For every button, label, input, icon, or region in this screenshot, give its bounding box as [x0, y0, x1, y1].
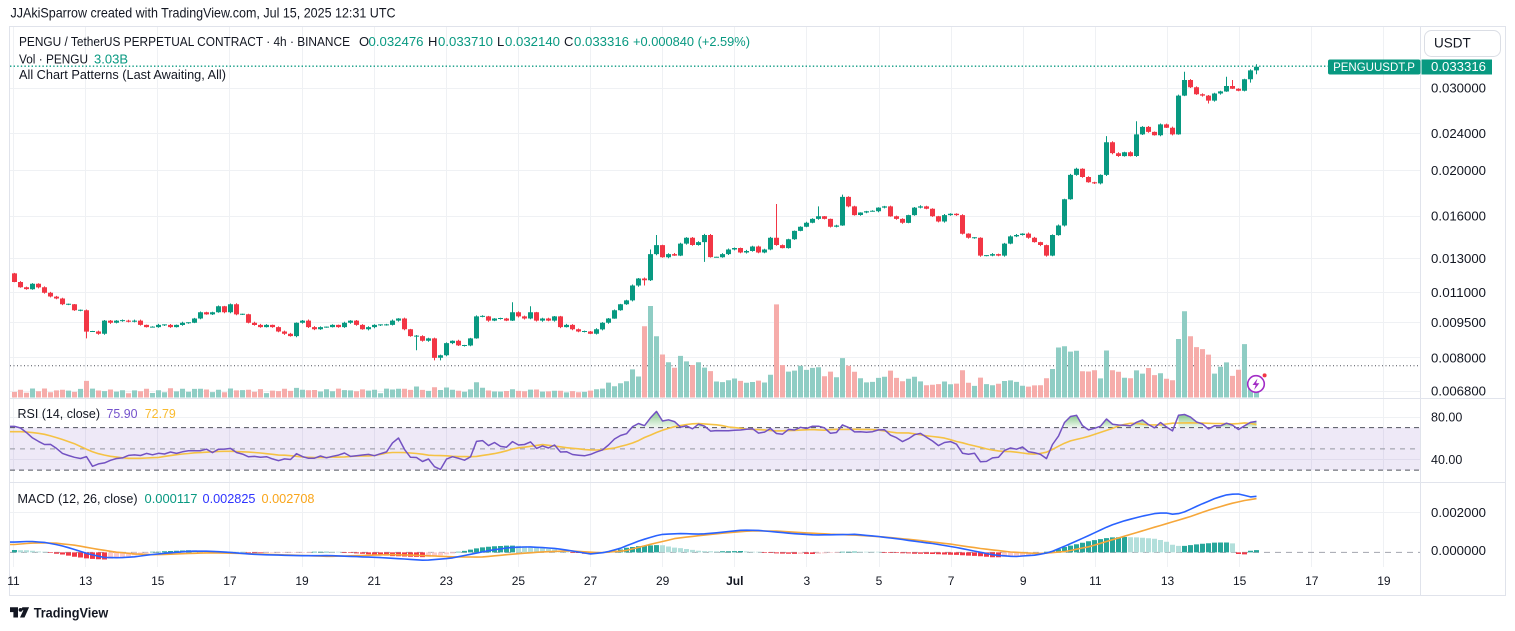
svg-text:29: 29	[656, 574, 670, 588]
svg-text:PENGU / TetherUS PERPETUAL CON: PENGU / TetherUS PERPETUAL CONTRACT · 4h…	[19, 34, 350, 49]
svg-text:0.032476: 0.032476	[369, 34, 424, 49]
svg-text:0.030000: 0.030000	[1431, 81, 1486, 95]
svg-text:0.016000: 0.016000	[1431, 210, 1486, 224]
svg-text:0.002825: 0.002825	[203, 492, 256, 506]
svg-text:0.008000: 0.008000	[1431, 351, 1486, 365]
svg-text:L: L	[497, 34, 504, 49]
svg-text:3.03B: 3.03B	[94, 53, 128, 67]
svg-text:72.79: 72.79	[145, 407, 176, 421]
svg-text:21: 21	[367, 574, 381, 588]
svg-text:13: 13	[79, 574, 93, 588]
svg-text:25: 25	[512, 574, 526, 588]
svg-text:9: 9	[1020, 574, 1027, 588]
svg-text:13: 13	[1161, 574, 1175, 588]
svg-text:75.90: 75.90	[107, 407, 138, 421]
svg-text:19: 19	[295, 574, 309, 588]
svg-text:0.024000: 0.024000	[1431, 127, 1486, 141]
svg-text:11: 11	[1089, 574, 1102, 588]
svg-text:17: 17	[223, 574, 237, 588]
svg-text:0.000000: 0.000000	[1431, 544, 1486, 558]
svg-text:17: 17	[1305, 574, 1319, 588]
svg-text:7: 7	[948, 574, 955, 588]
svg-text:+0.000840 (+2.59%): +0.000840 (+2.59%)	[633, 34, 750, 49]
svg-text:Vol · PENGU: Vol · PENGU	[19, 53, 88, 67]
svg-text:H: H	[428, 34, 437, 49]
svg-text:11: 11	[7, 574, 20, 588]
svg-text:0.006800: 0.006800	[1431, 384, 1486, 398]
svg-text:80.00: 80.00	[1431, 410, 1462, 424]
svg-text:TradingView: TradingView	[34, 605, 109, 620]
svg-text:0.033316: 0.033316	[1431, 60, 1486, 74]
svg-text:Jul: Jul	[726, 574, 743, 588]
svg-text:15: 15	[151, 574, 165, 588]
svg-text:0.013000: 0.013000	[1431, 252, 1486, 266]
svg-text:0.033316: 0.033316	[574, 34, 629, 49]
svg-text:23: 23	[440, 574, 454, 588]
svg-text:0.002000: 0.002000	[1431, 506, 1486, 520]
svg-text:0.020000: 0.020000	[1431, 164, 1486, 178]
svg-text:40.00: 40.00	[1431, 453, 1462, 467]
svg-text:19: 19	[1377, 574, 1391, 588]
svg-text:0.033710: 0.033710	[438, 34, 493, 49]
svg-text:MACD (12, 26, close): MACD (12, 26, close)	[18, 492, 138, 506]
svg-text:0.009500: 0.009500	[1431, 316, 1486, 330]
svg-text:15: 15	[1233, 574, 1247, 588]
svg-text:RSI (14, close): RSI (14, close)	[18, 407, 101, 421]
svg-text:0.002708: 0.002708	[262, 492, 315, 506]
svg-text:3: 3	[804, 574, 811, 588]
svg-text:5: 5	[876, 574, 883, 588]
svg-text:27: 27	[584, 574, 598, 588]
svg-text:USDT: USDT	[1434, 36, 1471, 51]
svg-text:0.032140: 0.032140	[505, 34, 560, 49]
svg-text:C: C	[564, 34, 573, 49]
svg-text:O: O	[359, 34, 369, 49]
svg-text:0.011000: 0.011000	[1431, 286, 1486, 300]
svg-text:JJAkiSparrow created with Trad: JJAkiSparrow created with TradingView.co…	[11, 5, 396, 21]
svg-text:All Chart Patterns (Last Await: All Chart Patterns (Last Awaiting, All)	[19, 68, 226, 82]
svg-text:PENGUUSDT.P: PENGUUSDT.P	[1333, 62, 1415, 74]
svg-text:0.000117: 0.000117	[145, 492, 198, 506]
